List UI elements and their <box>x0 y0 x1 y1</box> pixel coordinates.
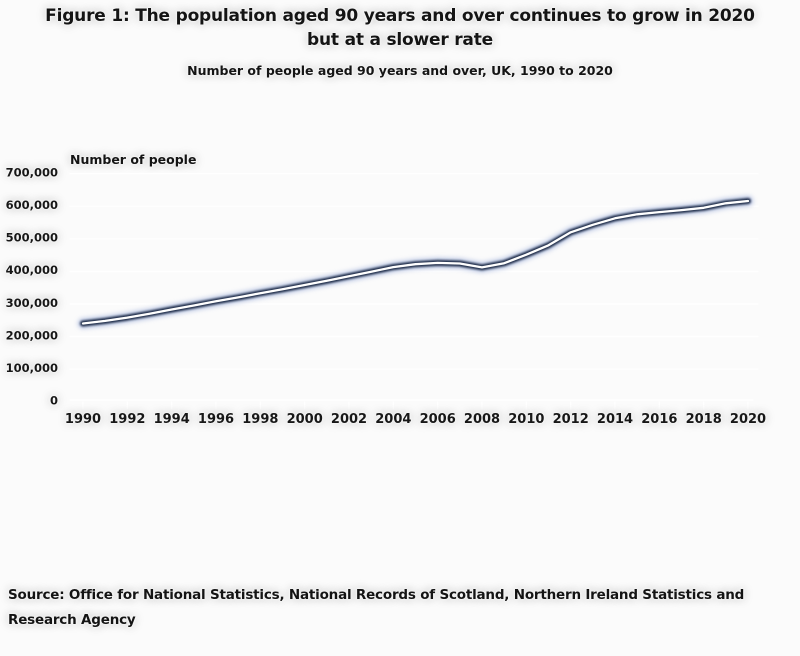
x-tick-label: 1992 <box>109 412 145 427</box>
figure-subtitle: Number of people aged 90 years and over,… <box>187 63 613 78</box>
figure-title: Figure 1: The population aged 90 years a… <box>0 4 800 52</box>
y-tick-label: 0 <box>50 394 58 408</box>
x-tick-label: 2006 <box>420 412 456 427</box>
y-tick-label: 300,000 <box>6 296 58 310</box>
x-tick-label: 2016 <box>641 412 677 427</box>
figure-title-line1: Figure 1: The population aged 90 years a… <box>45 6 755 26</box>
series-group <box>77 195 754 329</box>
x-tick-label: 2000 <box>287 412 323 427</box>
x-tick-label: 2008 <box>464 412 500 427</box>
y-tick-label: 700,000 <box>6 166 58 180</box>
x-tick-label: 2014 <box>597 412 633 427</box>
line-chart: 0 100,000 200,000 300,000 400,000 500,000 600,… <box>6 166 766 428</box>
x-tick-label: 2018 <box>686 412 722 427</box>
y-axis-title: Number of people <box>70 152 197 167</box>
y-tick-label: 100,000 <box>6 361 58 375</box>
figure-title-line2: but at a slower rate <box>307 30 493 50</box>
x-tick-label: 2002 <box>331 412 367 427</box>
y-tick-label: 600,000 <box>6 198 58 212</box>
x-tick-label: 1994 <box>154 412 190 427</box>
source-note-line2: Research Agency <box>8 612 136 628</box>
x-tick-label: 2020 <box>730 412 766 427</box>
x-axis-group <box>68 398 755 412</box>
y-tick-label: 200,000 <box>6 328 58 342</box>
source-note-line1: Source: Office for National Statistics, … <box>8 587 745 603</box>
x-tick-label: 1990 <box>65 412 101 427</box>
x-tick-label: 2004 <box>375 412 411 427</box>
x-tick-label: 2010 <box>508 412 544 427</box>
x-tick-label: 2012 <box>553 412 589 427</box>
series-highlight <box>81 199 750 325</box>
y-tick-label: 500,000 <box>6 231 58 245</box>
gridlines-group <box>68 170 760 370</box>
source-note: Source: Office for National Statistics, … <box>8 583 796 633</box>
axis-labels-group: 0 100,000 200,000 300,000 400,000 500,000 600,… <box>6 166 766 428</box>
y-tick-label: 400,000 <box>6 263 58 277</box>
x-tick-label: 1996 <box>198 412 234 427</box>
x-tick-label: 1998 <box>242 412 278 427</box>
series-line <box>80 198 751 327</box>
